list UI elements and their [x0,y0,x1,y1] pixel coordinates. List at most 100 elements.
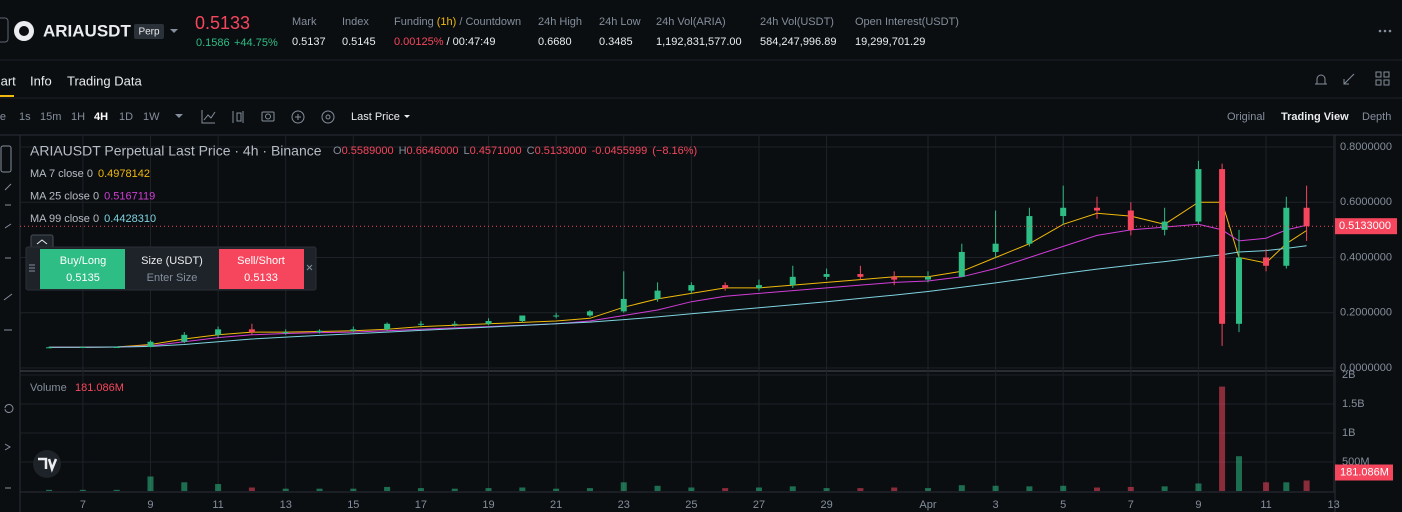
symbol-dropdown[interactable] [170,29,178,33]
volume-bar [789,486,796,491]
last-price-label: 0.5133000 [1339,220,1391,232]
sell-button[interactable] [219,249,304,289]
candle-body [722,285,729,288]
header-menu[interactable] [1378,29,1392,33]
volume-bar [755,487,762,491]
volume-bar [1283,482,1290,491]
side-tab[interactable] [0,17,9,43]
interval[interactable]: 1D [119,111,133,123]
volume-tag-label: 181.086M [1340,466,1389,478]
price-type[interactable]: Last Price [351,111,400,123]
volume-bar [1219,386,1226,491]
interval[interactable]: 1W [143,111,160,123]
toolbar-icons[interactable] [201,110,335,124]
x-tick-label: 15 [347,499,359,511]
tab-icons[interactable] [1315,71,1390,86]
buy-button[interactable] [40,249,125,289]
interval[interactable]: 1s [19,111,31,123]
stat-label: Index [342,16,369,28]
stat-label-extra: (1h) [437,16,457,28]
x-tick-label: 9 [1195,499,1201,511]
price-type-dropdown[interactable] [404,115,410,118]
price-change: 0.1586 [196,37,230,49]
ohlc-change-pct: (−8.16%) [652,145,697,157]
stat-label: 24h High [538,16,582,28]
ma-legend: MA 25 close 0 0.5167119 [30,190,155,202]
tab[interactable]: Info [30,73,52,88]
stat-value-text: 0.3485 [599,36,633,48]
candle-body [654,290,661,299]
stat-value: 584,247,996.89 [760,36,836,48]
stat-label-text: Funding [394,16,434,28]
ma-line [49,201,1307,348]
interval[interactable]: 1H [71,111,85,123]
legend-title: ARIAUSDT Perpetual Last Price · 4h · Bin… [30,143,322,159]
ohlc-value: 0.4571000 [470,145,522,157]
ohlc-value: 0.5133000 [535,145,587,157]
interval[interactable]: 15m [40,111,61,123]
candle-body [1026,216,1033,244]
badge-bg [134,24,164,39]
candle-body [282,332,289,334]
volume-tick-label: 2B [1342,369,1355,381]
x-tick-label: 27 [753,499,765,511]
ohlc-legend: O0.5589000 H0.6646000 L0.4571000 C0.5133000… [333,145,697,157]
volume-bar [857,488,864,491]
x-tick-label: 11 [212,499,223,511]
volume-bar [417,488,424,491]
size-label: Size (USDT) [141,255,203,267]
candle-body [620,298,627,312]
tab[interactable]: Chart [0,73,16,88]
symbol[interactable]: ARIAUSDT [43,21,131,40]
view-option[interactable]: Depth [1362,111,1391,123]
sell-label: Sell/Short [237,255,285,267]
candle-body [1094,207,1101,211]
volume-bar [924,488,931,491]
close-widget[interactable] [306,264,313,271]
volume-bar [113,489,120,491]
ohlc-key: C [527,145,535,157]
x-tick-label: 5 [1060,499,1066,511]
stat-label: Funding (1h) / Countdown [394,16,521,28]
stat-label: 24h Vol(USDT) [760,16,834,28]
candle-body [147,341,154,347]
y-tick-label: 0.0000000 [1340,362,1392,374]
volume-bar [958,485,965,491]
interval-dropdown[interactable] [175,114,183,118]
candle-body [553,315,560,317]
view-option[interactable]: Original [1227,111,1265,123]
size-input[interactable]: Enter Size [147,272,198,284]
drag-handle[interactable] [29,264,35,272]
interval[interactable]: Time [0,111,6,123]
ma-legend: MA 7 close 0 0.4978142 [30,168,150,180]
collapse-icon [36,239,48,245]
candle-body [924,276,931,280]
volume-bar [485,488,492,491]
ma-label: MA 25 close 0 [30,190,99,202]
stat-value: 0.6680 [538,36,572,48]
ma-value: 0.5167119 [104,190,155,202]
collapse-button[interactable] [30,234,54,249]
stat-value-text: 0.6680 [538,36,572,48]
x-tick-label: Apr [919,499,936,511]
drawing-tools[interactable] [0,145,14,489]
y-tick-label: 0.2000000 [1340,307,1392,319]
stat-value-text: 0.5137 [292,36,326,48]
stat-label: 24h Vol(ARIA) [656,16,726,28]
price-change-pct: +44.75% [234,37,278,49]
volume-tick-label: 1B [1342,427,1355,439]
volume-bar [992,485,999,491]
stat-value: 0.5137 [292,36,326,48]
candle-body [451,323,458,325]
volume-bar [350,488,357,491]
interval[interactable]: 4H [94,111,108,123]
stat-label-text: 24h High [538,16,582,28]
view-option[interactable]: Trading View [1281,111,1349,123]
candle-body [1283,207,1290,266]
ma-value: 0.4978142 [98,168,150,180]
volume-bar [316,488,323,491]
ohlc-key: L [464,145,470,157]
tab[interactable]: Trading Data [67,73,142,88]
candle-body [586,311,593,316]
